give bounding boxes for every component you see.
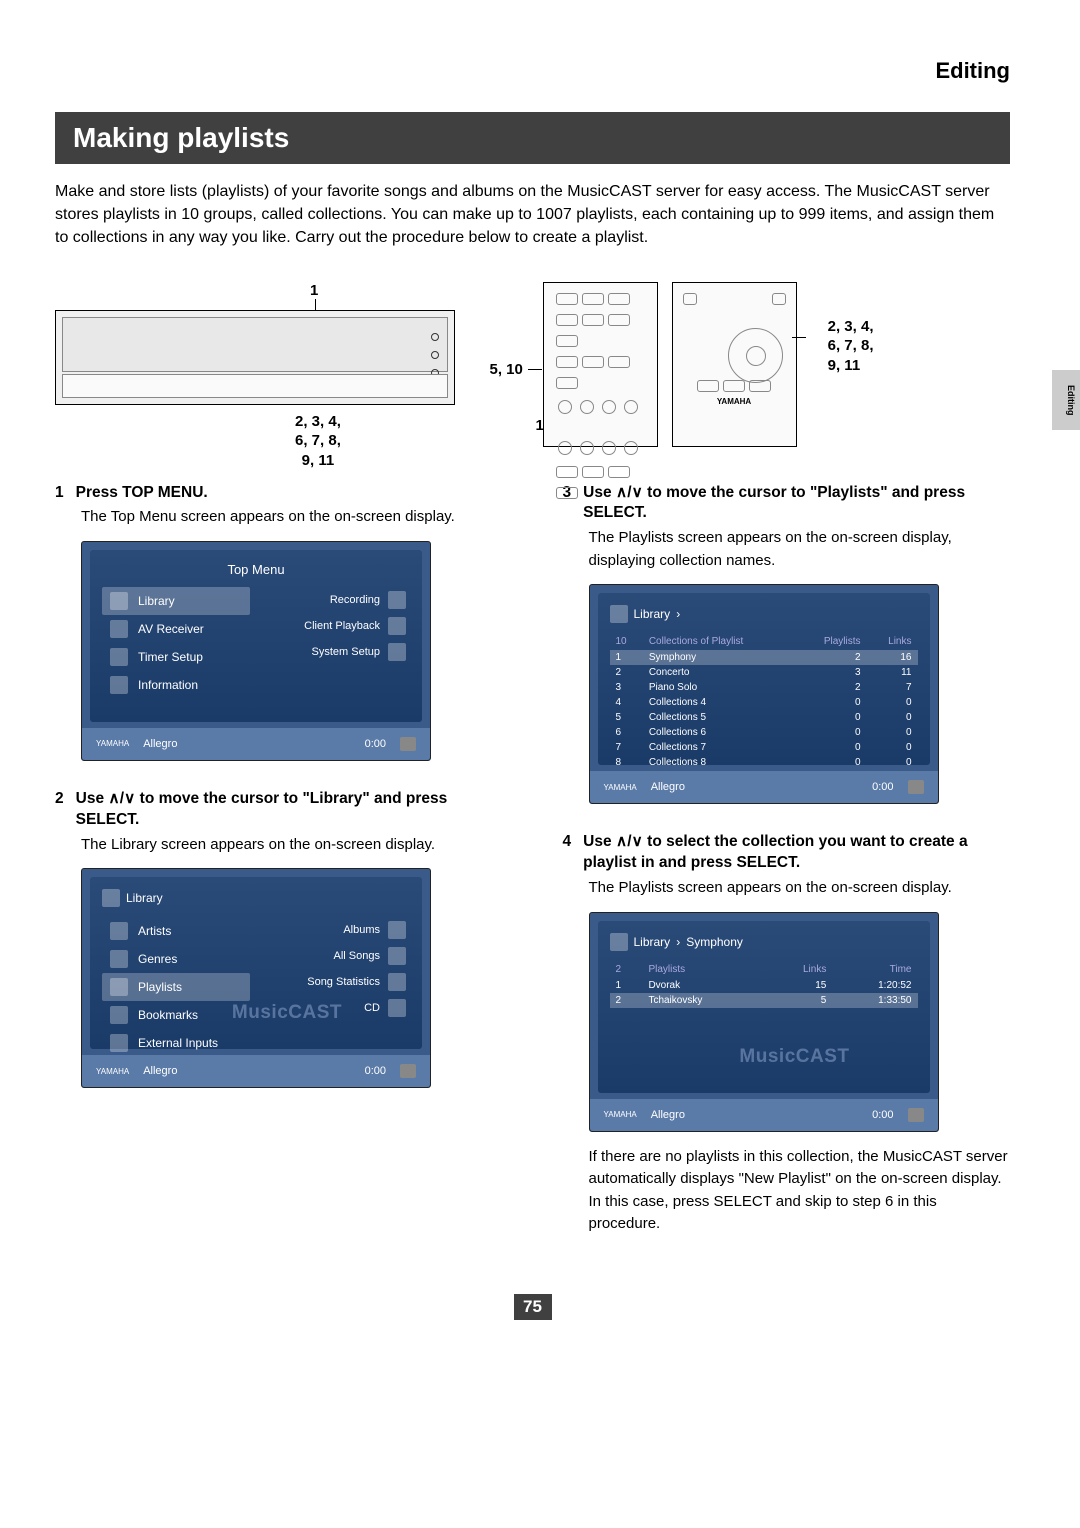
menu-item: Information [102,671,250,699]
step-body: The Playlists screen appears on the on-s… [589,877,1011,900]
section-title: Making playlists [55,112,1010,164]
screenshot-library: Library Artists Genres Playlists Bookmar… [81,868,431,1088]
menu-item: System Setup [262,639,410,665]
step-num: 1 [55,483,64,504]
diagram-row: 1 2, 3, 4, 6, 7, 8, 9, 11 5, 10 [55,282,1010,447]
menu-item: AV Receiver [102,615,250,643]
menu-item: Timer Setup [102,643,250,671]
remote-label-left: 5, 10 [490,361,523,378]
watermark: MusicCAST [232,1002,342,1024]
step-head: Use ∧/∨ to move the cursor to "Library" … [76,789,503,831]
table-row: 2Concerto311 [610,665,918,680]
menu-item: Bookmarks [102,1001,250,1029]
step-body: The Playlists screen appears on the on-s… [589,527,1011,572]
table-row: 8Collections 800 [610,755,918,770]
screenshot-topmenu: Top Menu Library AV Receiver Timer Setup… [81,541,431,761]
step-body: The Top Menu screen appears on the on-sc… [81,506,503,529]
step-head: Press TOP MENU. [76,483,208,504]
menu-item: Song Statistics [262,969,410,995]
menu-item: Albums [262,917,410,943]
menu-item: External Inputs [102,1029,250,1057]
breadcrumb: Library [102,889,410,907]
step-2: 2 Use ∧/∨ to move the cursor to "Library"… [55,789,503,1088]
table-row: 3Piano Solo27 [610,680,918,695]
menu-item: All Songs [262,943,410,969]
menu-item: Artists [102,917,250,945]
ss-footer: YAMAHA Allegro 0:00 [82,1055,430,1087]
remote-brand: YAMAHA [673,397,796,406]
menu-item: Playlists [102,973,250,1001]
table-row: 2Tchaikovsky51:33:50 [610,993,918,1008]
table-row: 1Dvorak151:20:52 [610,978,918,993]
watermark: MusicCAST [739,1046,849,1068]
screenshot-collections: Library› 10Collections of PlaylistPlayli… [589,584,939,804]
section-header: Editing [55,58,1010,84]
step-head: Use ∧/∨ to select the collection you wan… [583,832,1010,874]
remote-2: YAMAHA 2, 3, 4, 6, 7, 8, 9, 11 [672,282,797,447]
step-head: Use ∧/∨ to move the cursor to "Playlists… [583,483,1010,525]
step-4-note: If there are no playlists in this collec… [589,1146,1011,1236]
device-label-bottom: 2, 3, 4, 6, 7, 8, 9, 11 [295,412,341,471]
device-diagram: 1 2, 3, 4, 6, 7, 8, 9, 11 [55,282,523,447]
menu-item: Client Playback [262,613,410,639]
page-number: 75 [514,1294,552,1320]
remote-diagram: 5, 10 1 [543,282,1011,447]
breadcrumb: Library›Symphony [610,933,918,951]
step-3: 3Use ∧/∨ to move the cursor to "Playlist… [563,483,1011,805]
step-num: 2 [55,789,64,831]
step-num: 4 [563,832,572,874]
table-row: 6Collections 600 [610,725,918,740]
menu-item: Library [102,587,250,615]
menu-item: Genres [102,945,250,973]
table-row: 7Collections 700 [610,740,918,755]
remote-label-1-num: 1 [536,417,544,434]
side-tab-label: Editing [1066,385,1076,416]
step-1: 1 Press TOP MENU. The Top Menu screen app… [55,483,503,761]
step-body: The Library screen appears on the on-scr… [81,834,503,857]
remote-1: 5, 10 1 [543,282,658,447]
ss-footer: YAMAHA Allegro 0:00 [590,1099,938,1131]
breadcrumb: Library› [610,605,918,623]
ss-title: Top Menu [102,562,410,577]
table-row: 4Collections 400 [610,695,918,710]
ss-footer: YAMAHA Allegro 0:00 [590,771,938,803]
screenshot-playlists: Library›Symphony 2PlaylistsLinksTime 1Dv… [589,912,939,1132]
playlists-table: 2PlaylistsLinksTime 1Dvorak151:20:52 2Tc… [610,961,918,1008]
menu-item: Recording [262,587,410,613]
table-row: 1Symphony216 [610,650,918,665]
table-row: 5Collections 500 [610,710,918,725]
remote-label-right: 2, 3, 4, 6, 7, 8, 9, 11 [828,317,874,376]
intro-text: Make and store lists (playlists) of your… [55,180,1010,250]
ss-footer: YAMAHA Allegro 0:00 [82,728,430,760]
step-4: 4 Use ∧/∨ to select the collection you wa… [563,832,1011,1235]
device-box [55,310,455,405]
device-label-1: 1 [310,282,318,299]
